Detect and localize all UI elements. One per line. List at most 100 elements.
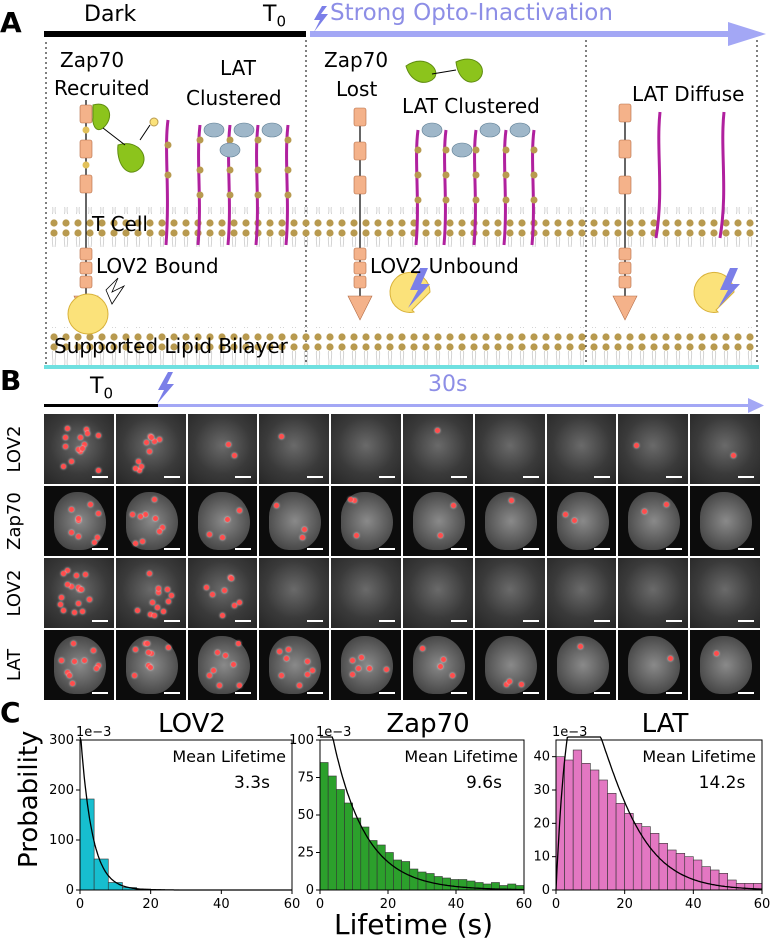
glass-surface [44,365,759,369]
spot-marker [165,644,171,650]
scale-bar [522,476,539,478]
cell-blob [125,492,178,550]
spot-marker [146,448,152,454]
histogram-bar [442,877,451,891]
spot-marker [299,535,305,541]
scale-bar [163,476,180,478]
spot-marker [228,575,234,581]
spot-marker [81,657,87,663]
scale-bar [594,476,611,478]
lat-clustered-label-2: Clustered [186,86,282,110]
scale-bar [450,620,467,622]
b-t0-label: T0 [90,374,113,403]
spot-marker [206,672,212,678]
spot-marker [571,517,577,523]
grb2-sos-frame2 [421,122,531,158]
dark-timeline-bar [44,31,306,37]
spot-marker [714,650,720,656]
micro-tile [474,558,545,628]
grb2-sos-frame1 [203,122,283,158]
scale-bar [235,692,252,694]
histogram-bar [319,762,329,891]
spot-marker [274,502,280,508]
micro-tile [690,414,760,484]
inactivation-timeline-bar [310,31,730,37]
cell-blob [269,636,322,694]
scale-bar [450,692,467,694]
micro-tile [546,414,617,484]
spot-marker [148,664,154,670]
histogram-bar [684,856,694,891]
cell-blob [269,492,322,550]
spot-marker [86,596,92,602]
y-tick-label: 100 [289,733,314,748]
micro-tile [187,486,258,556]
spot-marker [641,509,647,515]
spot-marker [156,436,162,442]
spot-marker [96,663,102,669]
micro-tile [259,414,330,484]
spot-marker [235,641,241,647]
dark-label: Dark [84,2,137,27]
spot-marker [506,678,512,684]
cell-blob [484,636,537,694]
spot-marker [166,598,172,604]
micro-tile [115,630,186,700]
x-tick-label: 60 [516,897,533,912]
spot-marker [206,531,212,537]
microscopy-grid: LOV2 Zap70 LOV2 LAT [0,414,773,702]
spot-marker [93,665,99,671]
spot-marker [81,442,87,448]
panel-label-b: B [0,364,22,397]
micro-tile [115,558,186,628]
spot-marker [140,539,146,545]
micro-tile [44,558,114,628]
spot-marker [215,650,221,656]
spot-marker [80,445,86,451]
y-tick-label: 300 [49,733,74,748]
y-tick-label: 50 [297,808,314,823]
spot-marker [139,463,145,469]
cell-blob [628,492,681,550]
scale-bar [522,620,539,622]
micro-tile [331,486,401,556]
spot-marker [96,510,102,516]
spot-marker [165,586,171,592]
fit-curve [320,736,524,891]
scale-bar [522,548,539,550]
plot-frame [79,739,293,891]
spot-marker [136,468,142,474]
spot-marker [450,502,456,508]
histogram-bar [336,789,345,891]
cell-blob [341,636,394,694]
row-label-1: Zap70 [4,492,25,550]
spot-marker [75,518,81,524]
histogram-bar [590,769,600,891]
x-tick-label: 20 [616,897,633,912]
spot-marker [358,655,364,661]
spot-marker [216,682,222,688]
spot-marker [286,647,292,653]
spot-marker [68,506,74,512]
spot-marker [667,655,673,661]
y-tick-label: 40 [533,750,550,765]
histogram-bar [581,763,591,891]
spot-marker [219,535,225,541]
micro-tile [115,414,186,484]
histogram-bar [107,882,123,891]
histogram-bar [368,840,378,891]
spot-marker [563,512,569,517]
spot-marker [438,533,444,539]
scale-bar [450,548,467,550]
row-label-3: LAT [4,648,25,682]
spot-marker [220,612,226,618]
scale-bar [307,620,324,622]
histogram-bar [384,852,394,891]
histogram-bar [344,802,353,891]
spot-marker [79,586,85,592]
spot-marker [91,648,97,654]
cell-blob [700,636,753,694]
spot-marker [87,501,93,507]
micro-tile [331,558,401,628]
spot-marker [65,581,71,587]
